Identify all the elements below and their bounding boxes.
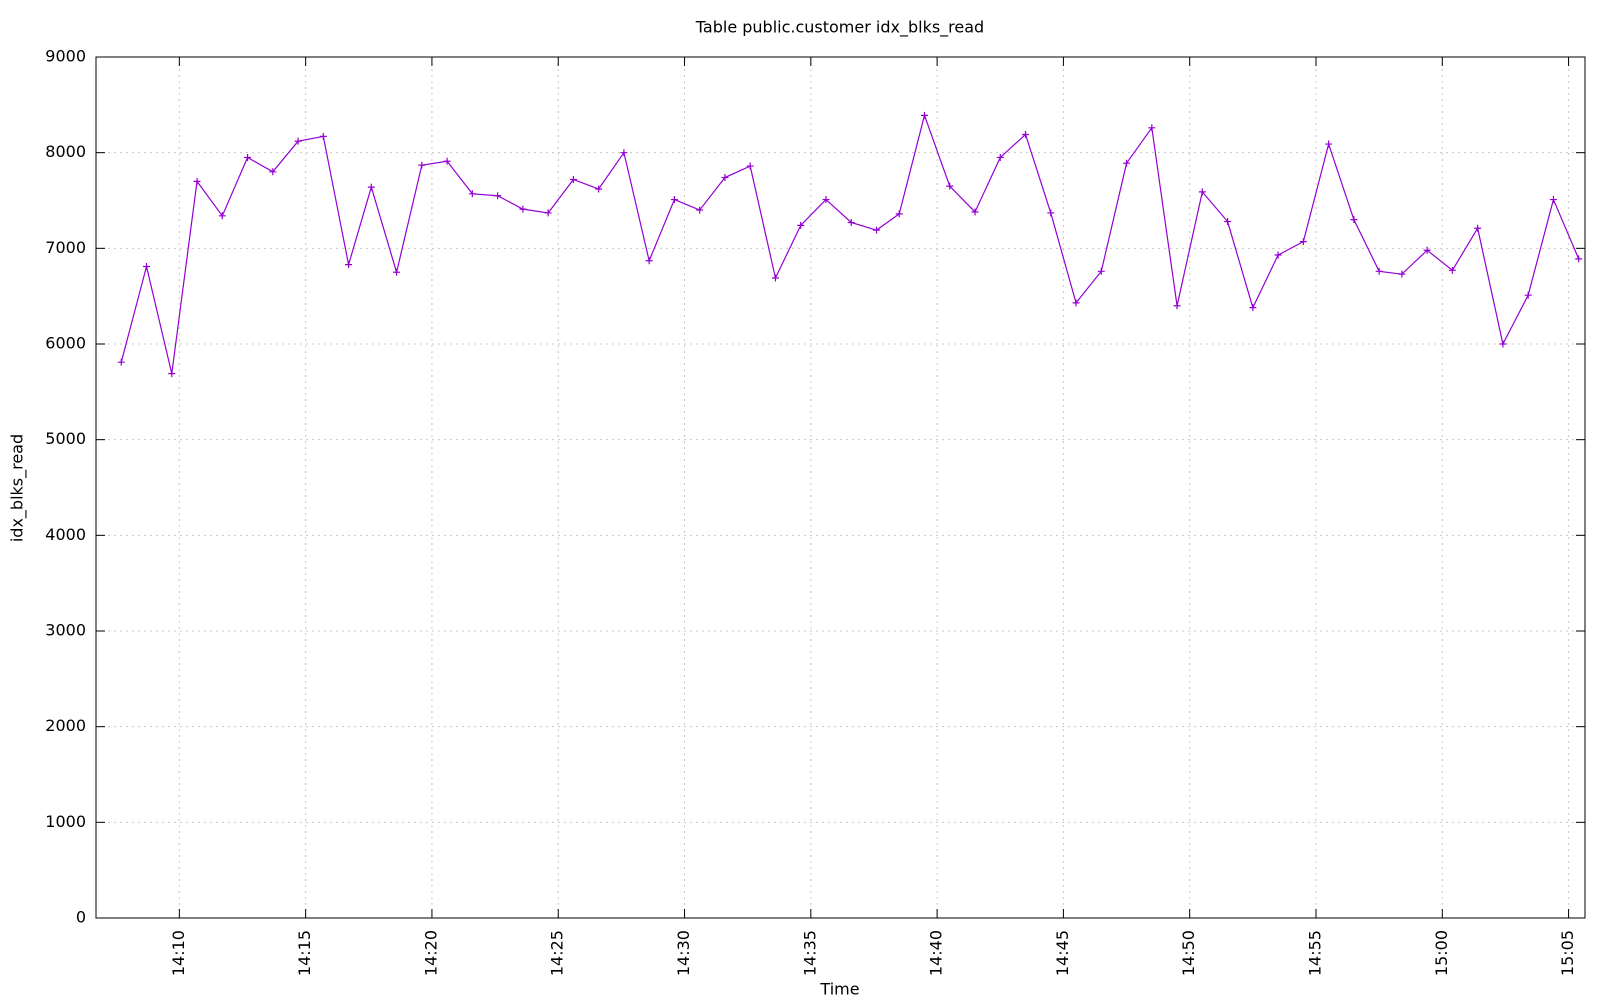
y-tick-label: 0 [76,908,86,927]
data-line [120,113,1580,374]
data-point [393,268,401,276]
data-point [218,212,226,220]
x-axis-label: Time [819,980,859,999]
data-point [117,358,125,366]
data-point [645,257,653,265]
data-point [1198,188,1206,196]
x-tick-label: 14:10 [169,930,188,976]
data-point [345,261,353,269]
data-point [797,221,805,229]
y-tick-label: 8000 [45,142,86,161]
data-point [872,226,880,234]
data-point [1047,209,1055,217]
data-point [595,185,603,193]
data-point [468,190,476,198]
data-point [946,182,954,190]
data-point [519,205,527,213]
y-tick-label: 7000 [45,238,86,257]
data-point [696,206,704,214]
data-point [1474,224,1482,232]
data-point [822,196,830,204]
data-point [418,161,426,169]
data-point [620,149,628,157]
data-point [1173,302,1181,310]
data-point [721,174,729,182]
data-point [1274,251,1282,259]
data-point [269,168,277,176]
x-tick-label: 15:05 [1558,930,1577,976]
data-point [771,274,779,282]
data-point [1524,291,1532,299]
y-tick-label: 3000 [45,621,86,640]
data-point [168,370,176,378]
data-point [1448,266,1456,274]
data-point [319,132,327,140]
data-point [1575,255,1583,263]
data-point [1072,299,1080,307]
x-tick-label: 14:15 [295,930,314,976]
x-tick-label: 14:35 [800,930,819,976]
data-point [1423,246,1431,254]
data-point [1249,304,1257,312]
data-point [1549,196,1557,204]
data-point [1325,140,1333,148]
data-point [1097,267,1105,275]
x-tick-label: 15:00 [1432,930,1451,976]
data-point [367,183,375,191]
x-tick-label: 14:40 [927,930,946,976]
data-point [143,263,151,271]
data-point [544,209,552,217]
data-point [569,175,577,183]
data-point [1123,159,1131,167]
y-tick-label: 2000 [45,716,86,735]
data-point [971,208,979,216]
chart-title: Table public.customer idx_blks_read [695,18,984,38]
x-tick-label: 14:55 [1305,930,1324,976]
x-tick-label: 14:30 [674,930,693,976]
data-point [1148,124,1156,132]
data-point [847,219,855,227]
plot-frame [95,56,1586,919]
y-tick-label: 1000 [45,812,86,831]
data-point [746,162,754,170]
x-tick-label: 14:20 [421,930,440,976]
data-point [1398,270,1406,278]
data-point [193,177,201,185]
data-point [294,137,302,145]
data-point [1224,218,1232,226]
data-point [1375,267,1383,275]
x-tick-label: 14:45 [1053,930,1072,976]
y-axis-label: idx_blks_read [8,434,28,542]
data-point [895,210,903,218]
data-point [996,153,1004,161]
x-tick-label: 14:25 [548,930,567,976]
data-point [1499,340,1507,348]
y-tick-label: 4000 [45,525,86,544]
y-tick-label: 6000 [45,334,86,353]
x-tick-label: 14:50 [1179,930,1198,976]
y-tick-label: 9000 [45,47,86,66]
data-point [670,196,678,204]
data-point [1299,238,1307,246]
data-point [244,153,252,161]
y-tick-label: 5000 [45,429,86,448]
data-point [920,111,928,119]
data-point [494,192,502,200]
data-point [1022,130,1030,138]
data-point [443,157,451,165]
data-point [1350,216,1358,224]
